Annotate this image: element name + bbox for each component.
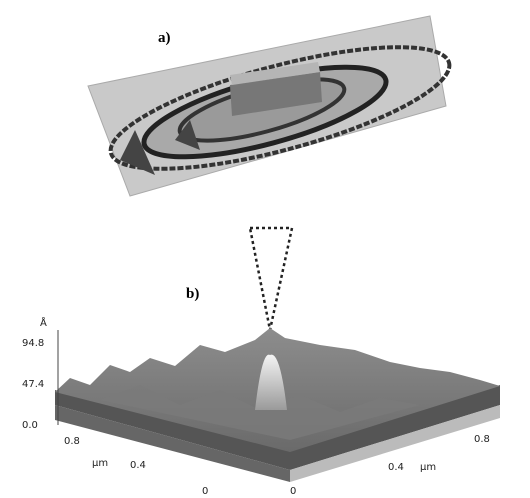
- step-edge: [120, 120, 200, 175]
- surface-relief: [100, 385, 420, 440]
- tick-label: 0.4: [130, 460, 146, 471]
- tick-label: 0.8: [474, 434, 490, 445]
- panel-label: b): [186, 286, 199, 302]
- tip: [248, 226, 294, 331]
- plateau: [230, 72, 322, 116]
- tick-label: 0.8: [64, 436, 80, 447]
- panel-b: b) Å 94.8 47.4 0.0 0.8 µm 0.4 0 0 0.4 µm…: [22, 226, 500, 497]
- panel-label: a): [158, 30, 171, 46]
- tick-label: 0.0: [22, 420, 38, 431]
- panel-a: a): [87, 15, 452, 197]
- box-side: [55, 385, 500, 470]
- tick-label: 0: [290, 486, 296, 497]
- peak: [255, 354, 287, 410]
- tick-label: 94.8: [22, 338, 44, 349]
- ring: [108, 45, 452, 171]
- tick-label: 0.4: [388, 462, 404, 473]
- axis-unit: µm: [92, 458, 108, 469]
- box-front: [55, 405, 290, 482]
- tick-label: 0: [202, 486, 208, 497]
- box-right: [290, 405, 500, 482]
- tick-label: 47.4: [22, 379, 44, 390]
- plateau-top: [230, 62, 320, 85]
- axis-unit: Å: [40, 316, 47, 329]
- axis-unit: µm: [420, 462, 436, 473]
